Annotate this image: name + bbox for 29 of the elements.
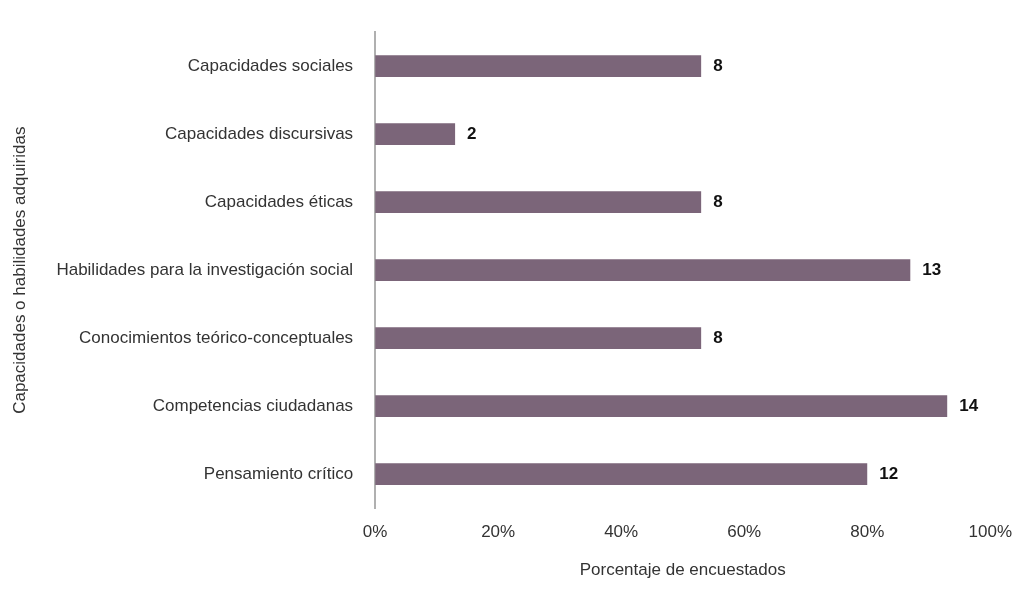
annotation: 13 <box>922 259 942 279</box>
y-tick-label: Conocimientos teórico-conceptuales <box>79 327 354 347</box>
x-axis-title: Porcentaje de encuestados <box>579 560 786 580</box>
annotation: 2 <box>467 123 477 143</box>
annotation: 8 <box>713 327 723 347</box>
bar <box>375 123 456 146</box>
y-tick-label: Habilidades para la investigación social <box>56 259 354 279</box>
bar <box>375 327 702 350</box>
bar <box>375 395 948 418</box>
x-tick-label: 60% <box>727 522 762 542</box>
bar <box>375 259 911 282</box>
y-tick-label: Capacidades éticas <box>204 191 354 211</box>
annotation: 8 <box>713 55 723 75</box>
bar <box>375 55 702 78</box>
x-tick-label: 80% <box>850 522 885 542</box>
bar <box>375 463 868 486</box>
annotation: 12 <box>879 463 899 483</box>
y-tick-label: Pensamiento crítico <box>203 463 354 483</box>
x-tick-label: 20% <box>481 522 516 542</box>
y-tick-label: Capacidades sociales <box>187 55 354 75</box>
y-axis-title: Capacidades o habilidades adquiridas <box>9 126 29 414</box>
annotation: 8 <box>713 191 723 211</box>
bar <box>375 191 702 214</box>
y-tick-label: Capacidades discursivas <box>165 123 354 143</box>
x-tick-label: 100% <box>968 522 1012 542</box>
annotation: 14 <box>959 395 979 415</box>
y-tick-label: Competencias ciudadanas <box>152 395 354 415</box>
x-tick-label: 0% <box>362 522 388 542</box>
x-tick-label: 40% <box>604 522 639 542</box>
